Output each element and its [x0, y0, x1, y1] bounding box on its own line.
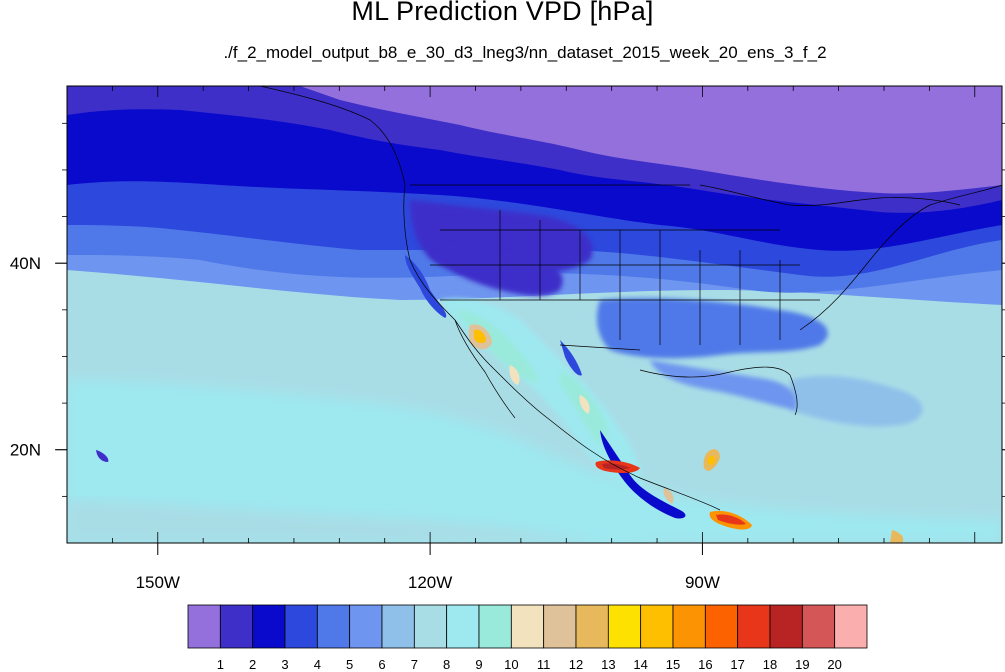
- colorbar-swatch: [704, 604, 739, 649]
- colorbar: 1 2 3 4 5 6 7 8 9 10 11 12 13 14 15 16 17 18 19 20: [187, 604, 868, 672]
- x-tick-label: 90W: [685, 573, 720, 592]
- plot-frame: [66, 85, 1003, 544]
- colorbar-swatch: [316, 604, 351, 649]
- y-tick-label: 40N: [10, 254, 41, 273]
- colorbar-swatch: [543, 604, 577, 649]
- colorbar-swatch: [834, 604, 868, 649]
- colorbar-swatch: [607, 604, 642, 649]
- colorbar-label: 18: [763, 657, 777, 672]
- colorbar-label: 12: [569, 657, 583, 672]
- colorbar-swatch: [801, 604, 836, 649]
- y-axis-labels: 40N 20N: [10, 254, 41, 460]
- colorbar-label: 1: [217, 657, 224, 672]
- colorbar-swatch: [381, 604, 415, 649]
- colorbar-label: 6: [378, 657, 385, 672]
- colorbar-swatch: [413, 604, 448, 649]
- colorbar-label: 17: [730, 657, 744, 672]
- colorbar-swatch: [640, 604, 674, 649]
- y-tick-label: 20N: [10, 441, 41, 460]
- colorbar-swatch: [446, 604, 480, 649]
- colorbar-label: 20: [827, 657, 841, 672]
- colorbar-label: 16: [698, 657, 712, 672]
- map-title: ML Prediction VPD [hPa]: [351, 0, 654, 26]
- axis-ticks: [55, 86, 1005, 555]
- vpd-field: [67, 86, 1002, 543]
- colorbar-label: 3: [281, 657, 288, 672]
- colorbar-label: 14: [633, 657, 647, 672]
- colorbar-label: 15: [666, 657, 680, 672]
- colorbar-label: 11: [537, 657, 551, 672]
- colorbar-label: 9: [475, 657, 482, 672]
- colorbar-label: 7: [411, 657, 418, 672]
- colorbar-label: 8: [443, 657, 450, 672]
- colorbar-swatch: [510, 604, 545, 649]
- colorbar-swatch: [575, 604, 609, 649]
- colorbar-swatch: [187, 604, 221, 649]
- colorbar-label: 4: [314, 657, 321, 672]
- colorbar-label: 19: [795, 657, 809, 672]
- colorbar-swatch: [349, 604, 383, 649]
- map-subtitle: ./f_2_model_output_b8_e_30_d3_lneg3/nn_d…: [223, 43, 827, 62]
- colorbar-swatch: [252, 604, 286, 649]
- colorbar-swatch: [737, 604, 771, 649]
- colorbar-swatch: [219, 604, 254, 649]
- colorbar-label: 13: [601, 657, 615, 672]
- colorbar-label: 2: [249, 657, 256, 672]
- colorbar-label: 5: [346, 657, 353, 672]
- x-tick-label: 150W: [136, 573, 180, 592]
- boundary-lines: [259, 86, 1002, 511]
- colorbar-swatch: [672, 604, 706, 649]
- x-axis-labels: 150W 120W 90W: [136, 573, 720, 592]
- x-tick-label: 120W: [408, 573, 452, 592]
- colorbar-swatch: [284, 604, 318, 649]
- colorbar-label: 10: [504, 657, 518, 672]
- colorbar-swatch: [769, 604, 803, 649]
- colorbar-swatch: [478, 604, 512, 649]
